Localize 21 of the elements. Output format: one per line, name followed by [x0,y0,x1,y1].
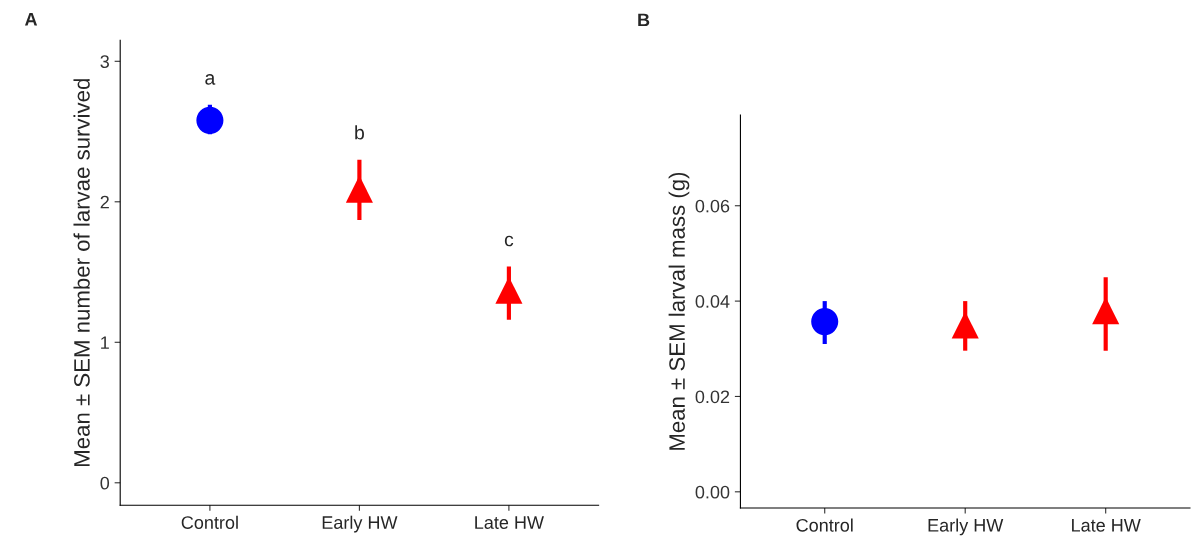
y-tick-label: 0.06 [695,199,730,213]
y-tick-label: 0 [100,476,110,490]
x-tick-label: Control [796,518,853,532]
y-tick-label: 1 [101,336,109,349]
x-tick-label: Early HW [322,515,398,533]
annotation: c [504,235,514,247]
y-tick-label: 2 [100,195,109,209]
annotation: b [355,125,364,140]
x-tick-label: Early HW [928,518,1004,536]
x-tick-label: Late HW [475,516,544,529]
chart-title: A [24,12,38,26]
chart-title: B [638,13,650,27]
y-axis-title: Mean ± SEM larval mass (g) [668,172,690,450]
y-tick-label: 3 [100,55,109,69]
x-tick-label: Late HW [1072,519,1141,532]
annotation: a [205,74,216,85]
y-tick-label: 0.04 [695,295,730,308]
y-axis-title: Mean ± SEM number of larvae survived [73,79,90,466]
y-tick-label: 0.02 [695,390,730,404]
x-tick-label: Control [181,515,238,529]
y-tick-label: 0.00 [695,485,730,499]
